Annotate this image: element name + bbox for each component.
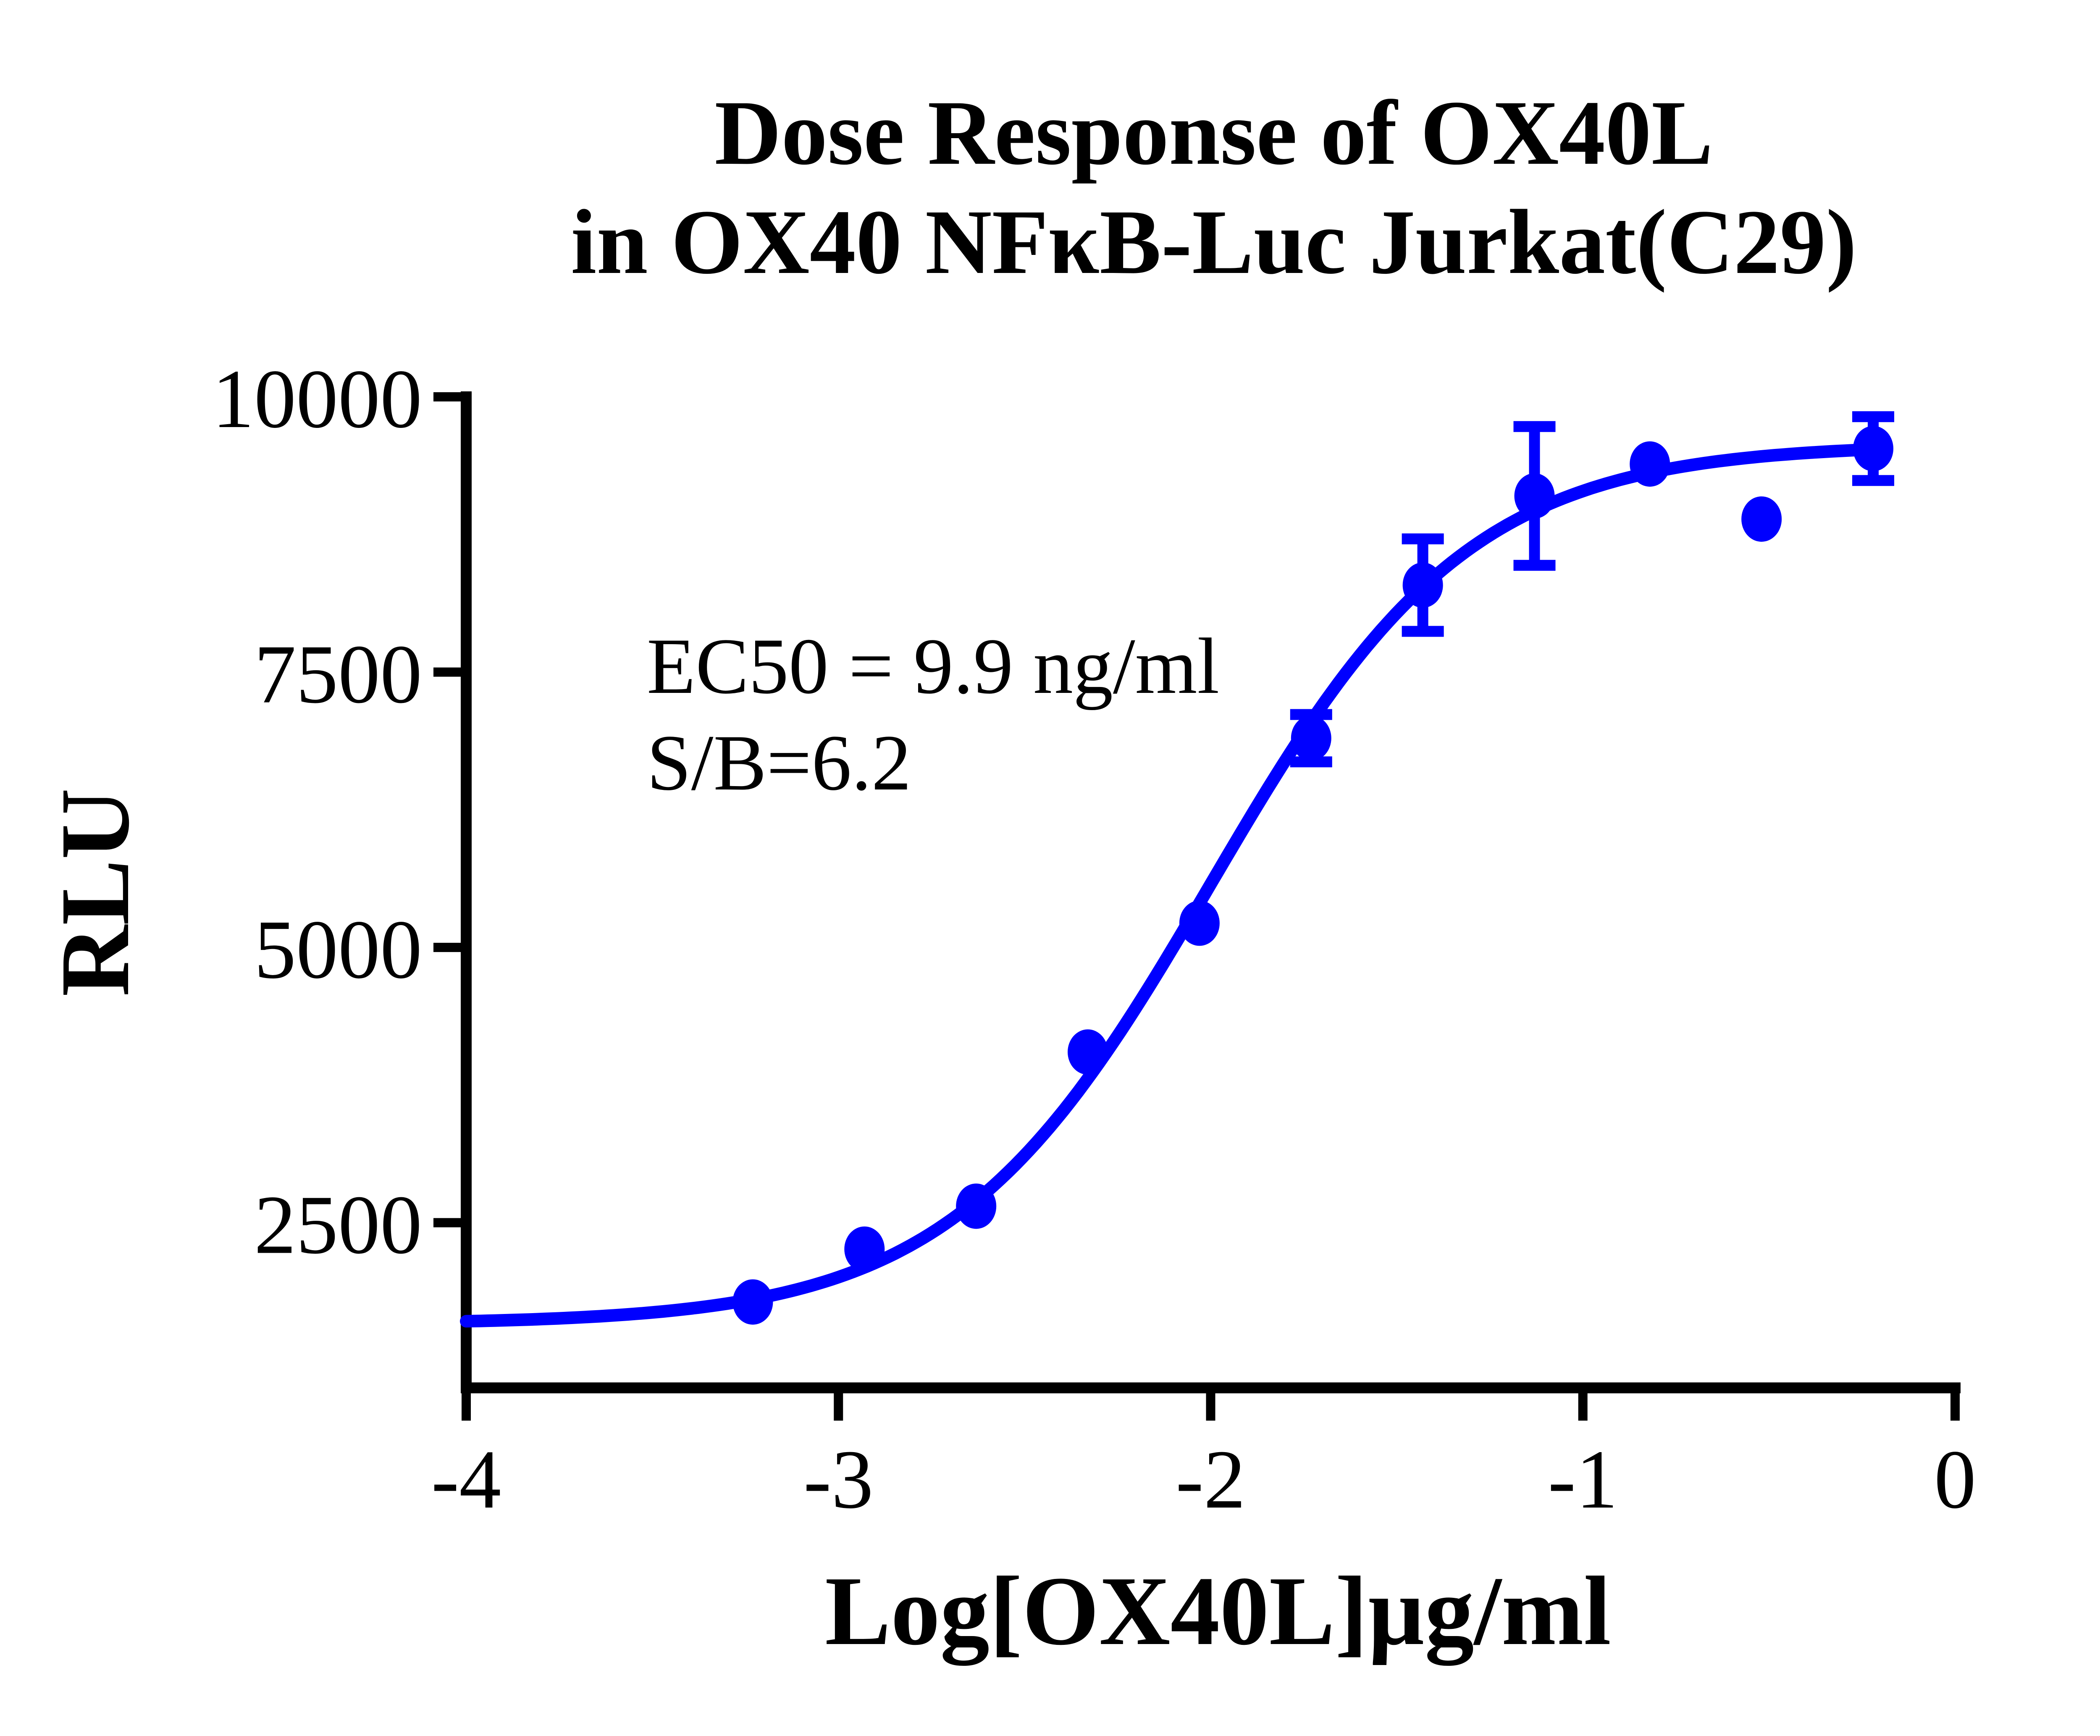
ec50-annotation: EC50 = 9.9 ng/ml S/B=6.2	[647, 622, 1219, 807]
x-tick-label: -4	[431, 1433, 501, 1526]
x-axis-title: Log[OX40L]µg/ml	[825, 1556, 1611, 1666]
data-point	[732, 1279, 773, 1325]
axes: 2500 5000 7500 10000 -4 -3 -2 -1 0	[212, 353, 1976, 1526]
chart-title: Dose Response of OX40L in OX40 NFκB-Luc …	[571, 81, 1857, 293]
data-point	[1741, 496, 1782, 542]
y-tick-label: 5000	[254, 903, 422, 996]
data-point	[1068, 1029, 1108, 1075]
x-tick-label: 0	[1934, 1433, 1976, 1526]
error-bars	[1290, 411, 1895, 768]
y-tick-label: 2500	[254, 1179, 422, 1272]
data-point	[1291, 715, 1331, 761]
x-tick-label: -1	[1548, 1433, 1618, 1526]
title-line-1: Dose Response of OX40L	[714, 81, 1713, 184]
data-point	[956, 1183, 997, 1229]
title-line-2: in OX40 NFκB-Luc Jurkat(C29)	[571, 191, 1857, 293]
x-tick-label: -2	[1176, 1433, 1246, 1526]
data-point	[1853, 426, 1894, 472]
x-tick-label: -3	[803, 1433, 874, 1526]
y-tick-label: 7500	[254, 628, 422, 721]
annotation-ec50: EC50 = 9.9 ng/ml	[647, 622, 1219, 711]
data-point	[844, 1226, 885, 1272]
data-point	[1630, 441, 1670, 487]
data-point	[1514, 473, 1555, 519]
annotation-sb: S/B=6.2	[647, 719, 911, 807]
fit-curve	[460, 443, 1880, 1328]
data-point	[1179, 900, 1220, 946]
y-tick-label: 10000	[212, 353, 422, 446]
y-axis-title: RLU	[40, 788, 150, 996]
data-point	[1402, 562, 1443, 608]
data-points	[732, 426, 1894, 1325]
